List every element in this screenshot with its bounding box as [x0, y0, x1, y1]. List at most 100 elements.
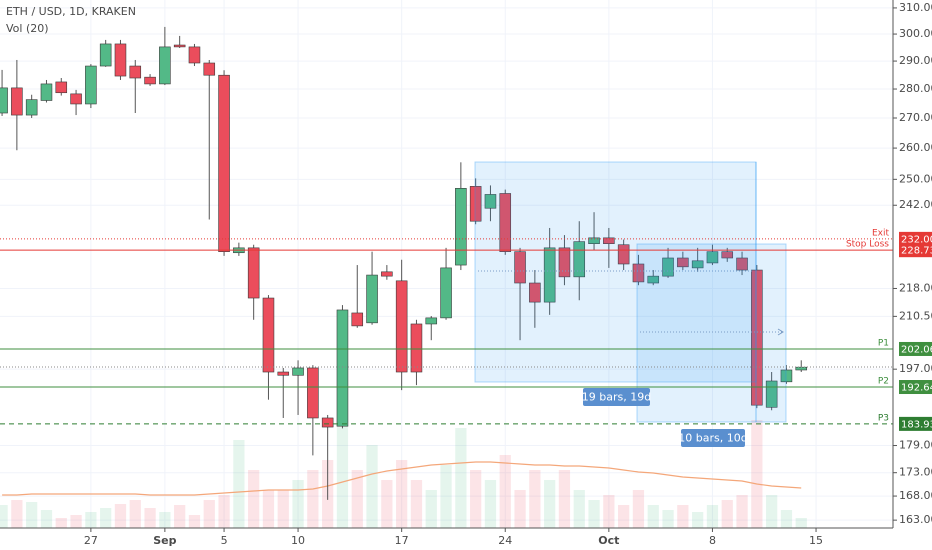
- volume-ma-line: [2, 461, 802, 496]
- volume-bar: [11, 500, 23, 528]
- volume-bar: [174, 505, 186, 528]
- volume-bar: [677, 505, 689, 528]
- candle-body: [321, 417, 334, 428]
- candle-body: [484, 194, 497, 209]
- candles: [0, 26, 808, 500]
- candle-body: [173, 44, 186, 48]
- candle-body: [70, 93, 82, 105]
- x-tick-label: Sep: [153, 534, 176, 547]
- candle-body: [588, 237, 600, 244]
- volume-bar: [144, 508, 156, 528]
- range-box[interactable]: [636, 243, 787, 423]
- volume-bar: [618, 505, 630, 528]
- y-tick-label: 290.00: [899, 54, 932, 67]
- volume-bar: [484, 480, 497, 528]
- y-tick-label: 163.00: [899, 513, 932, 526]
- axis-labels: 310.00 300.00 290.00 280.00 270.00 260.00 250.…: [84, 1, 932, 547]
- price-line-name: P3: [878, 413, 889, 423]
- price-line-name: Stop Loss: [846, 240, 889, 250]
- volume-bar: [129, 500, 141, 528]
- volume-bar: [85, 512, 97, 528]
- candle-body: [203, 62, 216, 76]
- volume-pane: [0, 420, 807, 528]
- volume-bar: [647, 505, 659, 528]
- volume-bar: [692, 512, 704, 528]
- volume-bar: [706, 505, 719, 528]
- volume-bar: [751, 420, 763, 528]
- volume-bar: [780, 510, 793, 528]
- candle-body: [351, 312, 364, 327]
- y-tick-label: 280.00: [899, 82, 932, 95]
- y-tick-label: 197.00: [899, 362, 932, 375]
- volume-bar: [766, 495, 778, 528]
- x-tick-label: 17: [395, 534, 409, 547]
- candle-body: [218, 74, 230, 252]
- volume-bar: [588, 500, 600, 528]
- y-tick-label: 300.00: [899, 27, 932, 40]
- volume-bar: [544, 480, 556, 528]
- price-lines: Exit Stop Loss P1 P2 P3: [0, 228, 893, 425]
- volume-bar: [514, 490, 526, 528]
- volume-bar: [529, 470, 541, 528]
- candle-body: [85, 65, 97, 105]
- candle-body: [677, 257, 689, 268]
- x-tick-label: 15: [809, 534, 823, 547]
- price-label: 232.00: [901, 234, 932, 245]
- y-tick-label: 179.00: [899, 439, 932, 452]
- volume-bar: [70, 515, 82, 528]
- volume-bar: [366, 445, 378, 528]
- candle-body: [292, 367, 304, 376]
- volume-bar: [277, 490, 289, 528]
- candle-body: [129, 65, 142, 79]
- candle-body: [706, 251, 719, 264]
- candle-body: [395, 280, 408, 373]
- price-label-box: [899, 380, 932, 395]
- candle-body: [99, 43, 112, 67]
- candle-body: [765, 380, 778, 408]
- candle-body: [455, 188, 467, 266]
- x-tick-label: 27: [84, 534, 98, 547]
- volume-bar: [0, 505, 8, 528]
- price-label: 228.73: [901, 246, 932, 257]
- candle-body: [144, 76, 156, 85]
- y-tick-label: 173.00: [899, 466, 932, 479]
- volume-bar: [736, 495, 748, 528]
- candle-body: [647, 275, 660, 284]
- candle-body: [795, 366, 808, 371]
- price-label: 192.64: [901, 383, 932, 394]
- candle-body: [617, 244, 630, 265]
- candle-body: [55, 81, 68, 94]
- volume-bar: [499, 455, 511, 528]
- candle-body: [499, 193, 512, 252]
- y-tick-label: 210.50: [899, 309, 932, 322]
- range-label-box: [583, 388, 650, 406]
- price-line-name: P1: [878, 338, 889, 348]
- chart-title: ETH / USD, 1D, KRAKEN: [6, 5, 136, 18]
- candle-body: [469, 186, 482, 222]
- range-label: 10 bars, 10d: [678, 432, 747, 445]
- volume-bar: [721, 500, 733, 528]
- volume-bar: [470, 470, 482, 528]
- x-tick-label: 8: [709, 534, 716, 547]
- x-tick-label: 5: [221, 534, 228, 547]
- candle-body: [514, 251, 526, 284]
- price-label-box: [899, 416, 932, 431]
- candle-body: [632, 263, 645, 283]
- volume-bar: [410, 480, 423, 528]
- range-label: 19 bars, 19d: [582, 391, 651, 404]
- candle-body: [425, 317, 438, 325]
- price-line-name: P2: [878, 377, 889, 387]
- volume-bar: [396, 460, 408, 528]
- y-tick-label: 250.00: [899, 172, 932, 185]
- volume-bar: [40, 510, 53, 528]
- candle-body: [336, 309, 349, 427]
- x-tick-label: 24: [498, 534, 512, 547]
- volume-bar: [662, 510, 674, 528]
- range-box[interactable]: [474, 161, 757, 383]
- candle-body: [262, 297, 275, 373]
- candle-body: [440, 267, 452, 319]
- candle-body: [543, 247, 556, 303]
- volume-bar: [440, 465, 452, 528]
